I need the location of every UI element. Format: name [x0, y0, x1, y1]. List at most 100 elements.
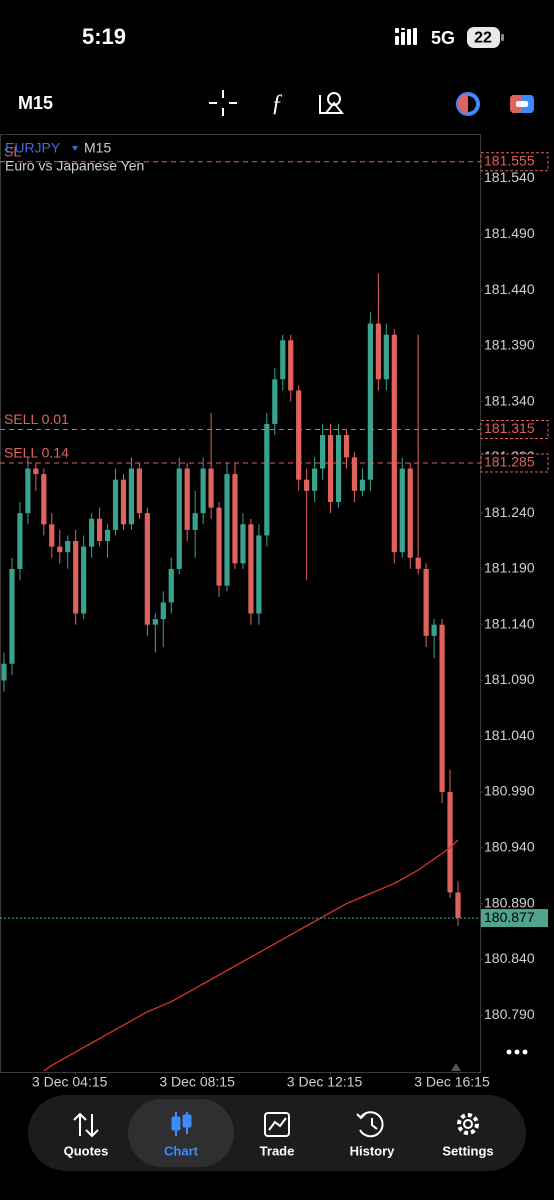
tab-trade[interactable]: Trade: [260, 1143, 295, 1158]
moving-average-line: [43, 839, 459, 1072]
symbol-label[interactable]: EURJPY: [5, 140, 61, 156]
candle-body: [248, 524, 254, 614]
candle-body: [136, 468, 143, 514]
candle-body: [17, 513, 23, 569]
candle-body: [9, 568, 15, 664]
active-tab-highlight: [128, 1099, 234, 1167]
history-icon: [356, 1111, 384, 1138]
candle-body: [104, 529, 111, 542]
candle-body: [304, 479, 310, 491]
more-button[interactable]: [506, 1049, 528, 1055]
candle-body: [49, 524, 55, 547]
settings-icon: [457, 1113, 479, 1135]
symbol-dropdown[interactable]: [72, 146, 78, 151]
candle-body: [240, 524, 246, 564]
battery-tip: [501, 34, 504, 41]
candle-body: [176, 468, 182, 569]
symbol-timeframe: M15: [84, 140, 111, 156]
candle-body: [391, 334, 397, 553]
current-price-label: 180.877: [484, 909, 535, 925]
candle-body: [407, 468, 413, 558]
plot-area: [1, 273, 461, 1072]
order-label: SELL 0.14: [4, 445, 69, 461]
candle-body: [57, 546, 63, 553]
candle-body: [224, 474, 230, 586]
price-box-label: 181.555: [484, 152, 535, 168]
price-box-label: 181.315: [484, 420, 535, 436]
candle-body: [208, 468, 214, 508]
chart-icon: [171, 1112, 192, 1136]
candle-body: [351, 457, 358, 491]
y-tick-label: 181.540: [484, 169, 535, 185]
y-tick-label: 180.940: [484, 838, 535, 854]
candle-body: [112, 479, 119, 530]
candle-body: [383, 334, 389, 380]
candle-body: [256, 535, 262, 614]
chart-frame: [0, 134, 481, 1073]
trade-icon: [264, 1112, 290, 1137]
x-tick-label: 3 Dec 16:15: [414, 1074, 490, 1090]
indicators-button[interactable]: ƒ: [271, 91, 283, 117]
y-tick-label: 180.990: [484, 783, 535, 799]
candle-body: [423, 568, 429, 636]
battery-level: 22: [474, 30, 492, 47]
candle-body: [447, 792, 453, 893]
y-tick-label: 180.790: [484, 1006, 535, 1022]
candle-body: [399, 468, 405, 553]
candle-body: [25, 468, 31, 514]
candle-body: [144, 513, 150, 625]
y-tick-label: 181.440: [484, 281, 535, 297]
x-tick-label: 3 Dec 08:15: [159, 1074, 235, 1090]
objects-button[interactable]: [319, 92, 345, 114]
candle-body: [280, 340, 286, 380]
tab-bar: [28, 1095, 526, 1171]
candle-body: [264, 423, 270, 536]
candle-body: [455, 892, 461, 919]
candle-body: [415, 557, 421, 569]
symbol-description: Euro vs Japanese Yen: [5, 158, 144, 174]
candle-body: [168, 568, 174, 603]
trade-panel-button[interactable]: [456, 92, 480, 116]
current-price-box: [481, 909, 548, 928]
candle-body: [1, 663, 7, 681]
tab-quotes[interactable]: Quotes: [64, 1143, 109, 1158]
tab-history[interactable]: History: [350, 1143, 396, 1158]
candle-body: [216, 507, 222, 586]
price-box: [480, 419, 549, 439]
status-time: 5:19: [82, 24, 126, 49]
order-label: SL: [4, 143, 21, 159]
y-tick-label: 181.040: [484, 727, 535, 743]
quotes-icon: [73, 1112, 99, 1138]
candle-body: [335, 435, 342, 502]
chart: 181.540 181.490 181.440 181.390 181.340 181.2…: [0, 143, 549, 1090]
order-label: SELL 0.01: [4, 411, 69, 427]
y-tick-label: 180.840: [484, 950, 535, 966]
battery-icon: [467, 27, 500, 48]
y-tick-label: 181.340: [484, 392, 535, 408]
y-tick-label: 181.140: [484, 615, 535, 631]
price-box-label: 181.285: [484, 454, 535, 470]
tab-settings[interactable]: Settings: [442, 1143, 493, 1158]
price-box: [480, 453, 549, 473]
y-tick-label: 180.890: [484, 894, 535, 910]
candle-body: [89, 518, 95, 547]
x-tick-label: 3 Dec 04:15: [32, 1074, 108, 1090]
candle-body: [431, 624, 437, 636]
candle-body: [367, 323, 373, 480]
y-tick-label: 181.190: [484, 560, 535, 576]
candle-body: [120, 479, 127, 525]
candle-body: [192, 513, 198, 530]
timeframe-button[interactable]: M15: [18, 93, 53, 113]
candle-body: [343, 435, 350, 458]
candle-body: [200, 468, 206, 514]
candle-body: [33, 468, 39, 475]
candle-body: [359, 479, 366, 491]
candle-body: [319, 435, 326, 469]
candle-body: [184, 468, 190, 530]
orders-button[interactable]: [510, 95, 534, 113]
tab-chart[interactable]: Chart: [164, 1143, 199, 1158]
candle-body: [160, 602, 166, 620]
crosshair-button[interactable]: [209, 90, 237, 116]
candle-body: [439, 624, 445, 793]
